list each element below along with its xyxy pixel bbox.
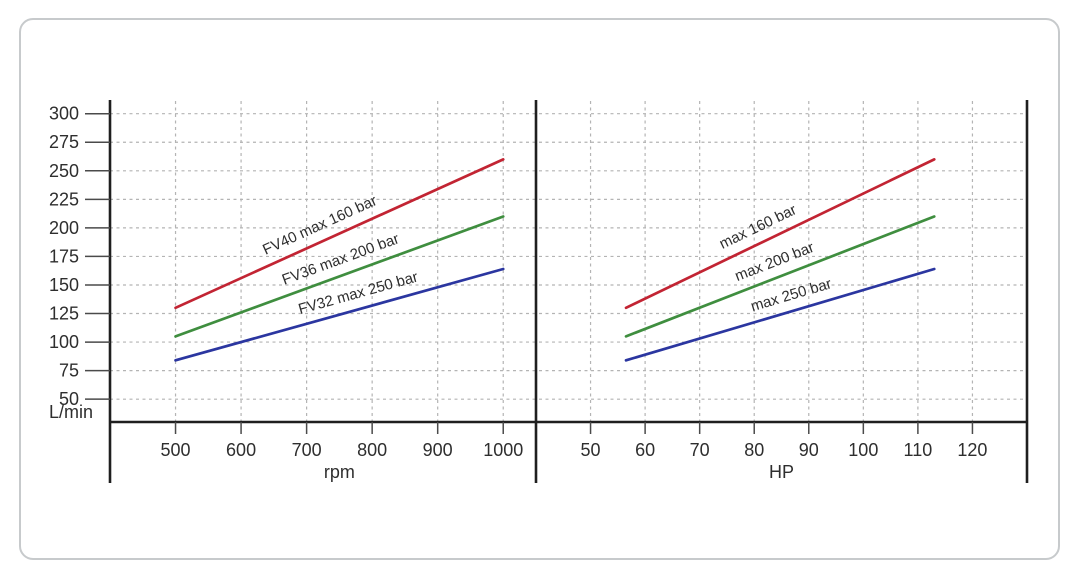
series-line-FV36 (624, 215, 936, 338)
y-tick-label: 100 (49, 332, 79, 352)
y-tick-label: 300 (49, 104, 79, 124)
x-tick-label: 50 (581, 440, 601, 460)
y-tick-label: 150 (49, 275, 79, 295)
x-axis-unit-label: HP (769, 462, 794, 482)
x-axis-unit-label: rpm (324, 462, 355, 482)
x-tick-label: 80 (744, 440, 764, 460)
y-tick-label: 125 (49, 304, 79, 324)
series-label-FV32: max 250 bar (749, 275, 834, 315)
x-tick-label: 70 (690, 440, 710, 460)
series-line-FV32 (174, 267, 505, 362)
y-axis-unit-label: L/min (49, 402, 93, 422)
x-tick-label: 100 (848, 440, 878, 460)
x-tick-label: 120 (957, 440, 987, 460)
y-tick-label: 50 (59, 389, 79, 409)
y-tick-label: 200 (49, 218, 79, 238)
x-tick-label: 1000 (483, 440, 523, 460)
x-tick-label: 60 (635, 440, 655, 460)
y-tick-label: 75 (59, 361, 79, 381)
chart-card (19, 18, 1060, 560)
x-tick-label: 900 (423, 440, 453, 460)
series-line-FV36 (174, 215, 505, 338)
series-line-FV32 (624, 267, 936, 362)
y-tick-label: 275 (49, 132, 79, 152)
x-tick-label: 800 (357, 440, 387, 460)
series-line-FV40 (174, 158, 505, 310)
x-tick-label: 500 (161, 440, 191, 460)
y-tick-label: 225 (49, 189, 79, 209)
x-tick-label: 90 (799, 440, 819, 460)
x-tick-label: 700 (292, 440, 322, 460)
y-tick-label: 175 (49, 246, 79, 266)
x-tick-label: 110 (904, 440, 933, 460)
series-line-FV40 (624, 158, 936, 310)
x-tick-label: 600 (226, 440, 256, 460)
y-tick-label: 250 (49, 161, 79, 181)
